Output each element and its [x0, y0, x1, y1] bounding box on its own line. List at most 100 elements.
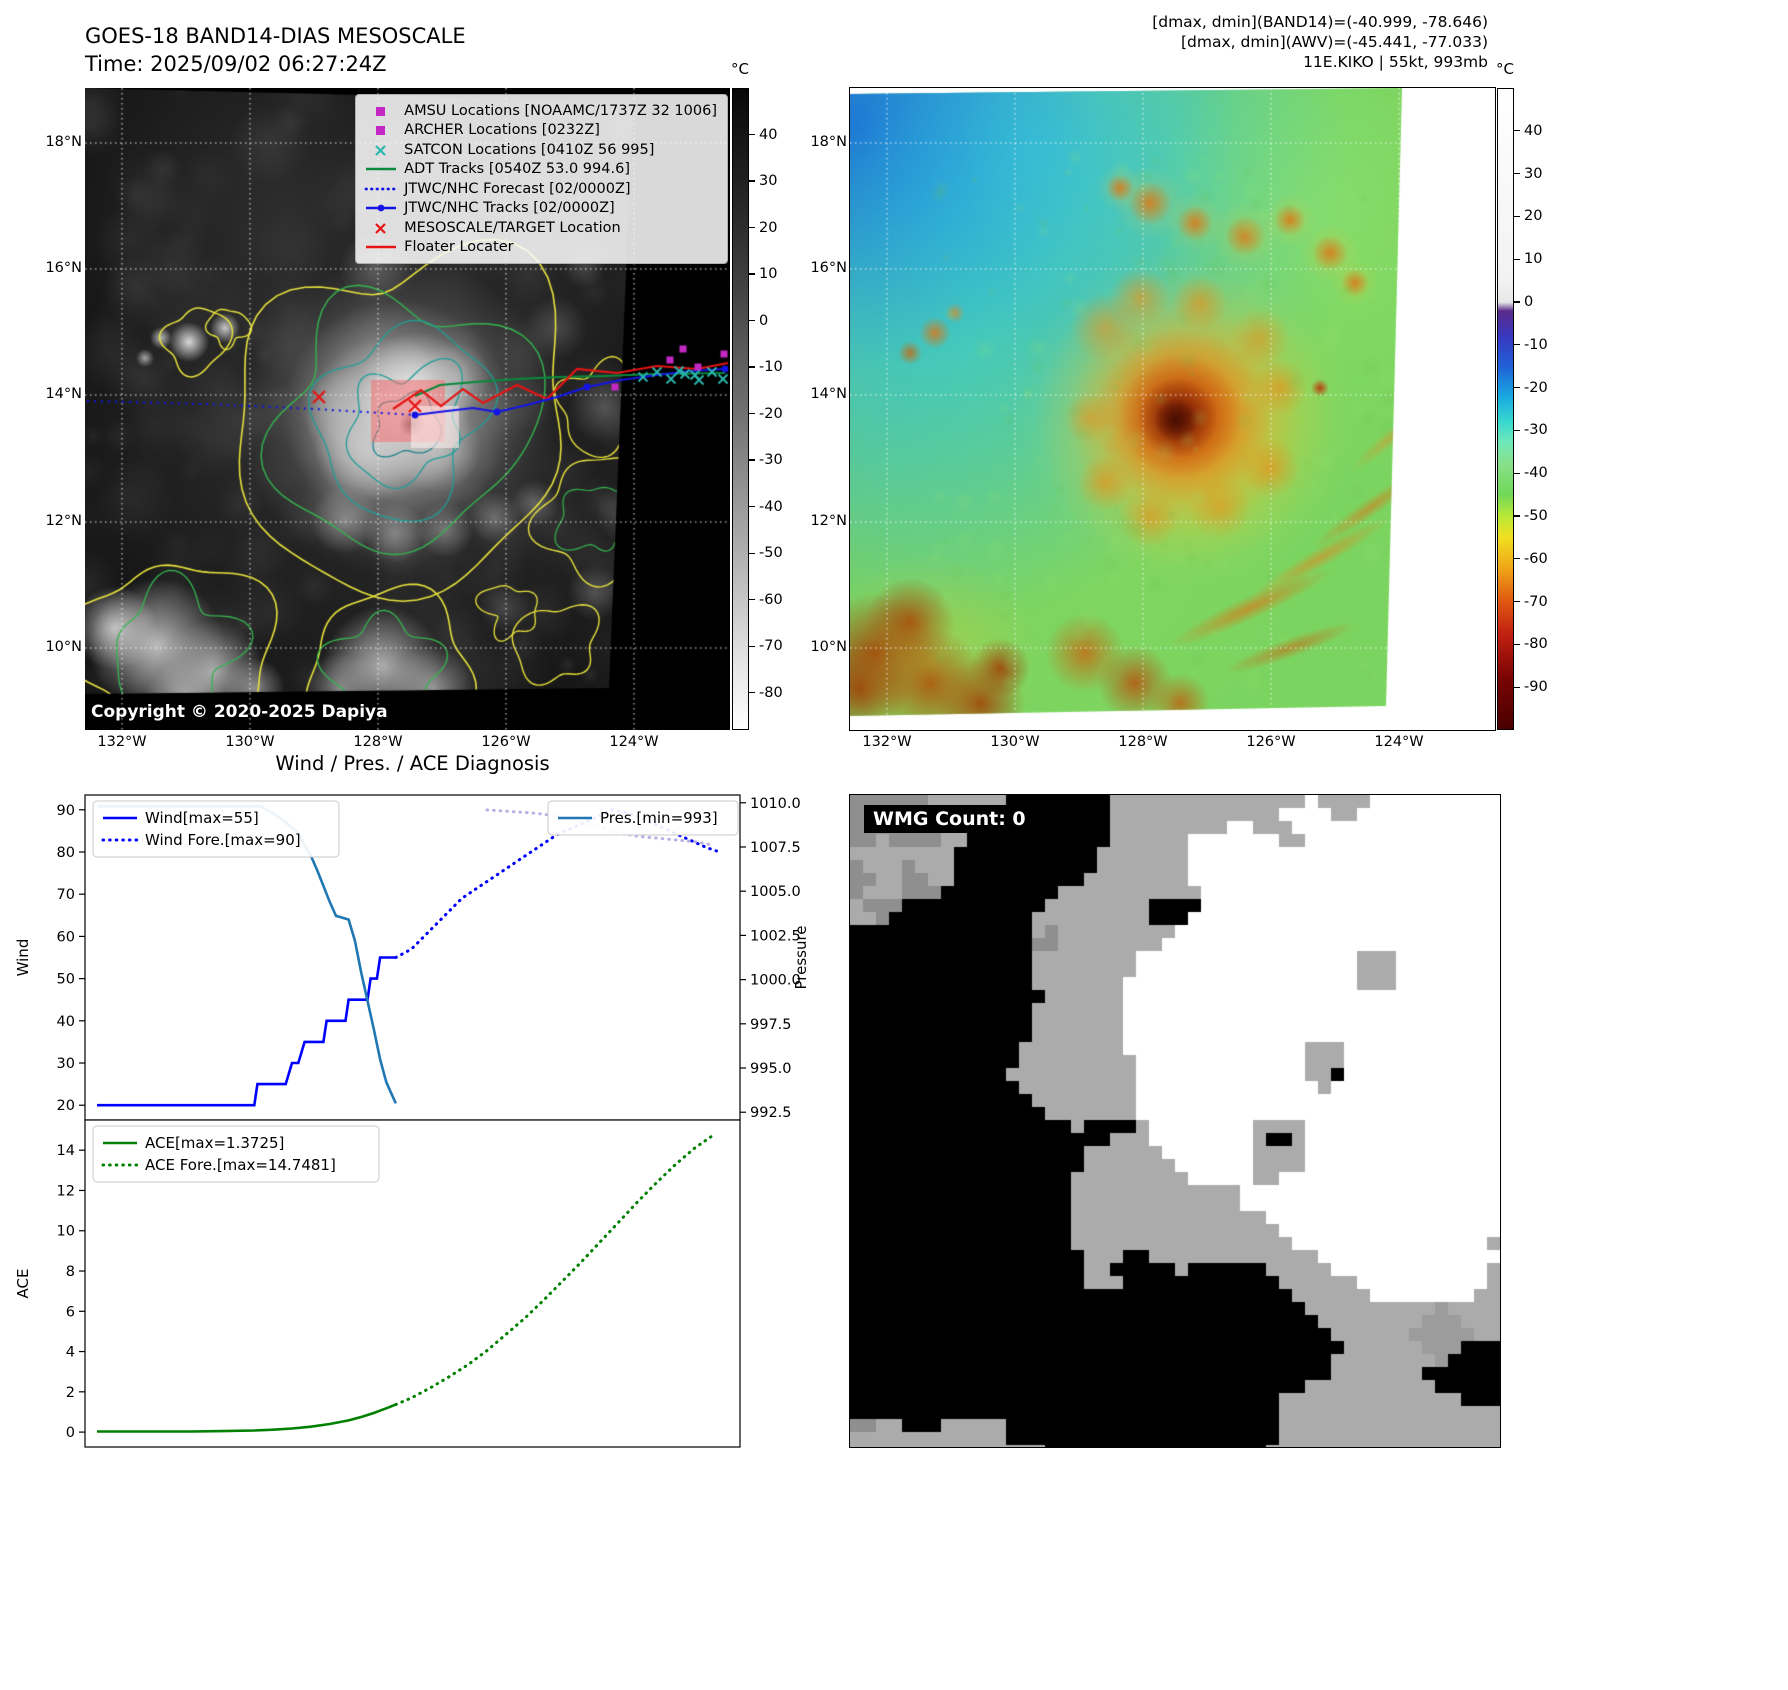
square-marker-icon — [364, 104, 398, 118]
svg-text:2: 2 — [66, 1385, 75, 1401]
band14-lon-axis: 132°W 130°W 128°W 126°W 124°W — [85, 734, 730, 754]
colorbar-tick-mark — [749, 273, 755, 275]
colorbar-tick-label: -30 — [1524, 422, 1548, 439]
line-dot-marker-icon — [364, 201, 398, 215]
colorbar-tick-label: -40 — [1524, 465, 1548, 482]
band14-lat-axis: 18°N 16°N 14°N 12°N 10°N — [20, 88, 82, 730]
awv-header-block: [dmax, dmin](BAND14)=(-40.999, -78.646) … — [900, 12, 1488, 72]
colorbar-tick-label: 20 — [759, 219, 778, 236]
legend-item-label: MESOSCALE/TARGET Location — [404, 219, 621, 236]
colorbar-tick-label: 30 — [1524, 165, 1543, 182]
svg-text:Pres.[min=993]: Pres.[min=993] — [600, 809, 718, 827]
lat-tick-label: 12°N — [45, 512, 82, 529]
band14-colorbar — [732, 88, 749, 730]
svg-text:0: 0 — [66, 1425, 75, 1441]
legend-item-label: ARCHER Locations [0232Z] — [404, 122, 600, 139]
colorbar-tick-label: -80 — [1524, 636, 1548, 653]
colorbar-tick-mark — [1514, 429, 1520, 432]
wmg-grid-canvas — [850, 795, 1500, 1447]
colorbar-tick-label: 20 — [1524, 208, 1543, 225]
lon-tick-label: 126°W — [481, 734, 531, 750]
svg-text:Pressure: Pressure — [792, 925, 810, 989]
lon-tick-label: 124°W — [1374, 734, 1424, 750]
copyright-label: Copyright © 2020-2025 Dapiya — [91, 702, 388, 722]
svg-text:Wind[max=55]: Wind[max=55] — [145, 809, 259, 827]
lat-tick-label: 12°N — [810, 512, 847, 529]
colorbar-tick-mark — [749, 412, 755, 415]
colorbar-tick-mark — [749, 366, 755, 368]
colorbar-tick-label: -60 — [1524, 550, 1548, 567]
colorbar-tick-mark — [749, 459, 755, 461]
svg-text:50: 50 — [57, 972, 75, 988]
colorbar-tick-label: -80 — [759, 684, 783, 701]
colorbar-tick-label: 0 — [759, 312, 769, 329]
colorbar-tick-mark — [749, 645, 755, 647]
dmax-dmin-awv-label: [dmax, dmin](AWV)=(-45.441, -77.033) — [1181, 33, 1488, 51]
band14-map-legend: AMSU Locations [NOAAMC/1737Z 32 1006] ARC… — [355, 94, 728, 264]
dmax-dmin-band14-label: [dmax, dmin](BAND14)=(-40.999, -78.646) — [1152, 13, 1488, 31]
colorbar-tick-label: -60 — [759, 591, 783, 608]
band14-map-panel: AMSU Locations [NOAAMC/1737Z 32 1006] ARC… — [85, 88, 730, 730]
colorbar-tick-label: 30 — [759, 173, 778, 190]
legend-item-label: AMSU Locations [NOAAMC/1737Z 32 1006] — [404, 102, 717, 119]
band14-title-block: GOES-18 BAND14-DIAS MESOSCALE Time: 2025… — [85, 22, 466, 78]
awv-map-panel — [849, 87, 1496, 731]
colorbar-tick-mark — [1514, 472, 1520, 474]
band14-timestamp: Time: 2025/09/02 06:27:24Z — [85, 52, 387, 76]
colorbar-tick-label: -70 — [1524, 593, 1548, 610]
colorbar-tick-label: 10 — [1524, 251, 1543, 268]
svg-text:14: 14 — [57, 1143, 75, 1159]
x-marker-icon — [364, 143, 398, 157]
colorbar-tick-mark — [1514, 258, 1520, 260]
colorbar-tick-label: -40 — [759, 498, 783, 515]
colorbar-tick-mark — [1514, 643, 1520, 646]
lat-tick-label: 16°N — [810, 260, 847, 277]
svg-text:20: 20 — [57, 1098, 75, 1114]
colorbar-tick-mark — [749, 692, 755, 694]
colorbar-tick-mark — [1514, 515, 1520, 517]
legend-item: AMSU Locations [NOAAMC/1737Z 32 1006] — [364, 101, 717, 121]
awv-colorbar-unit: °C — [1496, 60, 1514, 78]
lon-tick-label: 128°W — [353, 734, 403, 750]
svg-text:40: 40 — [57, 1014, 75, 1030]
legend-item: ARCHER Locations [0232Z] — [364, 121, 717, 141]
svg-text:1000.0: 1000.0 — [750, 973, 801, 989]
colorbar-tick-mark — [749, 505, 755, 508]
legend-item-label: ADT Tracks [0540Z 53.0 994.6] — [404, 161, 630, 178]
colorbar-tick-mark — [1514, 344, 1520, 346]
colorbar-tick-mark — [1514, 600, 1520, 603]
awv-lon-axis: 132°W 130°W 128°W 126°W 124°W — [850, 734, 1495, 754]
awv-satellite-canvas — [850, 88, 1495, 730]
colorbar-tick-label: -50 — [1524, 508, 1548, 524]
svg-text:1005.0: 1005.0 — [750, 884, 801, 900]
colorbar-tick-mark — [749, 133, 755, 136]
colorbar-tick-label: -50 — [759, 545, 783, 562]
lat-tick-label: 10°N — [810, 638, 847, 655]
colorbar-tick-label: -20 — [759, 405, 783, 422]
legend-item-label: Floater Locater — [404, 239, 514, 256]
colorbar-tick-mark — [1514, 558, 1520, 560]
band14-colorbar-ticks: 40 30 20 10 0 -10 -20 -30 -40 -50 -60 -70 -80 — [749, 88, 819, 738]
colorbar-tick-label: 40 — [759, 126, 778, 143]
wmg-panel: WMG Count: 0 — [849, 794, 1501, 1448]
legend-item-label: JTWC/NHC Tracks [02/0000Z] — [404, 200, 615, 217]
colorbar-tick-label: -10 — [1524, 336, 1548, 353]
svg-text:30: 30 — [57, 1056, 75, 1072]
lat-tick-label: 18°N — [45, 134, 82, 151]
colorbar-tick-label: -70 — [759, 638, 783, 655]
legend-item-label: SATCON Locations [0410Z 56 995] — [404, 141, 655, 158]
lon-tick-label: 126°W — [1246, 734, 1296, 750]
svg-text:80: 80 — [57, 845, 75, 861]
line-marker-icon — [364, 162, 398, 176]
colorbar-tick-label: -20 — [1524, 379, 1548, 396]
diagnosis-title: Wind / Pres. / ACE Diagnosis — [275, 752, 550, 775]
svg-text:90: 90 — [57, 803, 75, 819]
colorbar-tick-label: -30 — [759, 452, 783, 469]
legend-item: Floater Locater — [364, 238, 717, 258]
band14-title: GOES-18 BAND14-DIAS MESOSCALE — [85, 24, 466, 48]
legend-item: SATCON Locations [0410Z 56 995] — [364, 140, 717, 160]
legend-item: ADT Tracks [0540Z 53.0 994.6] — [364, 160, 717, 180]
lat-tick-label: 18°N — [810, 134, 847, 151]
awv-colorbar — [1497, 88, 1514, 730]
